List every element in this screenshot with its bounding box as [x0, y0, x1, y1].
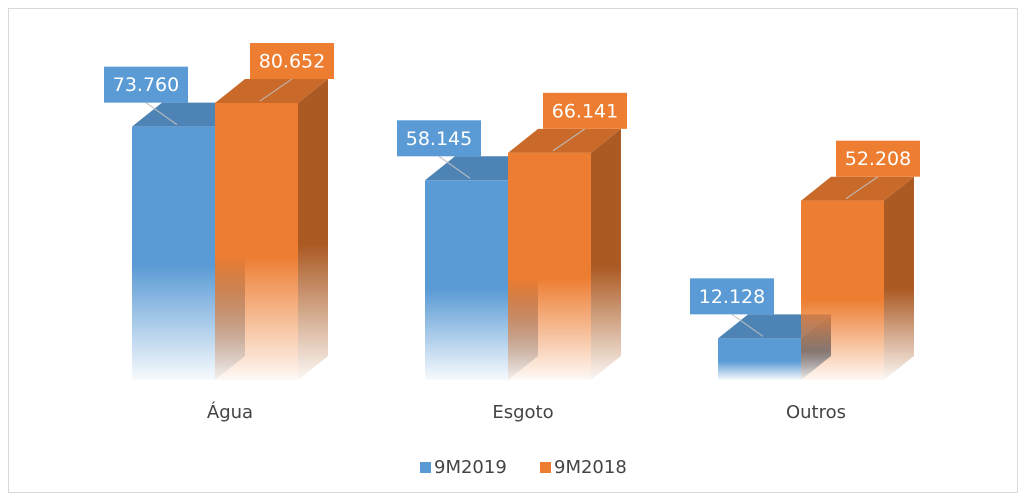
label-leader — [845, 176, 879, 200]
bar — [425, 180, 508, 380]
data-label: 58.145 — [406, 128, 472, 150]
legend-swatch — [540, 462, 551, 473]
label-leader — [145, 102, 178, 126]
bar-top — [215, 79, 328, 103]
x-tick-label: Esgoto — [492, 402, 553, 423]
data-label-box — [104, 66, 188, 103]
label-leader — [552, 128, 586, 152]
data-label-box — [543, 92, 627, 129]
data-label: 66.141 — [552, 100, 618, 122]
bar-top — [508, 128, 621, 153]
data-label-box — [397, 120, 481, 157]
legend-swatch — [420, 462, 431, 473]
bar — [215, 103, 298, 380]
bar-side — [591, 128, 621, 380]
bar-top — [801, 176, 914, 201]
x-tick-label: Água — [207, 401, 253, 423]
data-label-box — [690, 278, 774, 315]
legend-label: 9M2019 — [434, 457, 507, 478]
data-label-box — [250, 43, 334, 79]
bar-side — [298, 79, 328, 380]
label-leader — [438, 155, 471, 179]
data-label: 52.208 — [845, 148, 911, 170]
x-tick-label: Outros — [786, 402, 846, 423]
bar — [508, 152, 591, 380]
bar — [718, 338, 801, 380]
data-label-box — [836, 140, 920, 177]
legend-label: 9M2018 — [554, 457, 627, 478]
bar-side — [884, 176, 914, 380]
data-label: 12.128 — [699, 286, 765, 308]
data-label: 80.652 — [259, 51, 325, 73]
bar — [801, 200, 884, 380]
label-leader — [259, 78, 293, 102]
bar — [132, 126, 215, 381]
data-label: 73.760 — [113, 74, 179, 96]
label-leader — [731, 313, 764, 337]
